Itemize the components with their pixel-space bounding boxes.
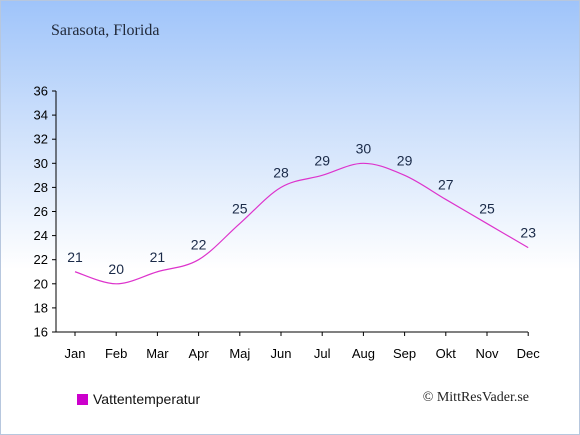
data-label: 28 — [273, 164, 289, 180]
data-label: 27 — [438, 176, 454, 192]
credit-text: © MittResVader.se — [422, 390, 529, 405]
data-label: 20 — [108, 261, 124, 277]
x-tick-label: Mar — [146, 346, 169, 361]
y-tick-label: 34 — [34, 108, 48, 123]
y-tick-label: 18 — [34, 300, 48, 315]
x-tick-label: Nov — [475, 346, 499, 361]
y-tick-label: 36 — [34, 84, 48, 99]
y-tick-label: 20 — [34, 276, 48, 291]
y-tick-label: 22 — [34, 252, 48, 267]
y-tick-label: 32 — [34, 132, 48, 147]
x-tick-label: Jul — [314, 346, 331, 361]
data-label: 23 — [520, 225, 536, 241]
x-tick-label: Apr — [188, 346, 209, 361]
x-tick-label: Okt — [436, 346, 457, 361]
x-tick-label: Jun — [271, 346, 292, 361]
x-tick-label: Feb — [105, 346, 127, 361]
x-tick-label: Aug — [352, 346, 375, 361]
data-label: 30 — [356, 140, 372, 156]
data-label: 21 — [67, 249, 83, 265]
legend-swatch — [77, 393, 88, 405]
x-tick-label: Sep — [393, 346, 416, 361]
y-tick-label: 26 — [34, 204, 48, 219]
data-label: 22 — [191, 237, 207, 253]
x-tick-label: Jan — [65, 346, 86, 361]
y-tick-label: 24 — [34, 228, 48, 243]
legend-label: Vattentemperatur — [93, 391, 201, 407]
x-tick-label: Maj — [229, 346, 250, 361]
legend: Vattentemperatur — [77, 391, 200, 407]
series-line-vattentemperatur — [74, 162, 529, 285]
chart-title: Sarasota, Florida — [51, 22, 160, 39]
data-label: 25 — [479, 201, 495, 217]
data-label: 29 — [314, 152, 330, 168]
data-label: 25 — [232, 201, 248, 217]
data-label: 29 — [397, 152, 413, 168]
y-tick-label: 30 — [34, 156, 48, 171]
x-tick-label: Dec — [517, 346, 541, 361]
data-label: 21 — [150, 249, 166, 265]
y-tick-label: 28 — [34, 180, 48, 195]
y-tick-label: 16 — [34, 325, 48, 340]
